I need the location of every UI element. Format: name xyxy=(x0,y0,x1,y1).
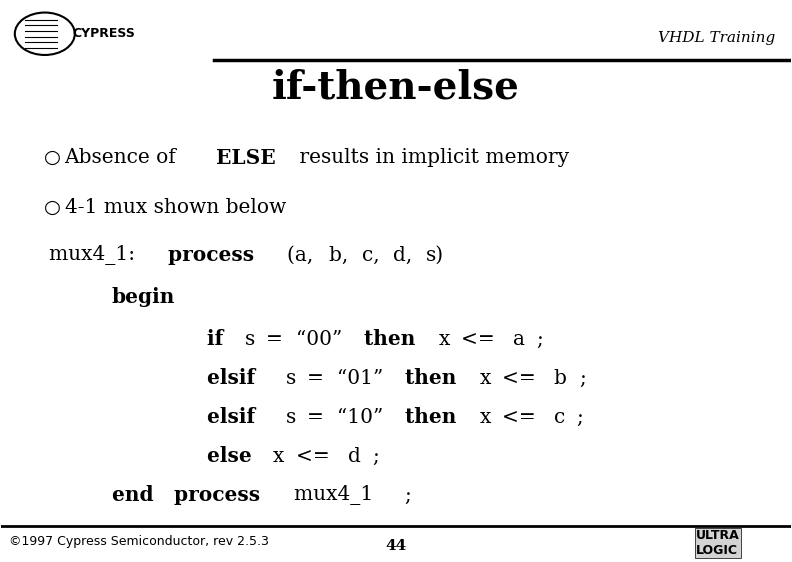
Text: elsif: elsif xyxy=(207,407,261,427)
Text: “00”: “00” xyxy=(296,329,348,348)
Text: <=: <= xyxy=(462,329,501,348)
Text: x: x xyxy=(480,369,497,388)
Text: ;: ; xyxy=(372,447,379,466)
Text: if: if xyxy=(207,329,230,349)
Text: x: x xyxy=(273,447,291,466)
Text: ○: ○ xyxy=(44,149,61,167)
Text: then: then xyxy=(364,329,422,349)
Text: b: b xyxy=(554,369,573,388)
Text: CYPRESS: CYPRESS xyxy=(73,28,135,40)
Text: =: = xyxy=(266,329,289,348)
Text: s): s) xyxy=(426,246,444,265)
Text: b,: b, xyxy=(329,246,355,265)
Text: 4-1 mux shown below: 4-1 mux shown below xyxy=(64,198,286,217)
Text: ELSE: ELSE xyxy=(216,148,276,167)
Text: end: end xyxy=(112,486,161,505)
Text: ULTRA
LOGIC: ULTRA LOGIC xyxy=(696,529,740,557)
Text: then: then xyxy=(405,407,463,427)
Text: d: d xyxy=(348,447,367,466)
Text: else: else xyxy=(207,446,258,466)
Text: ;: ; xyxy=(579,369,585,388)
Text: ;: ; xyxy=(537,329,543,348)
Text: 44: 44 xyxy=(386,538,406,552)
Text: “01”: “01” xyxy=(337,369,390,388)
Text: s: s xyxy=(286,408,303,427)
Text: ;: ; xyxy=(577,408,584,427)
Text: ;: ; xyxy=(404,486,411,505)
Text: VHDL Training: VHDL Training xyxy=(657,31,775,44)
Text: x: x xyxy=(480,408,497,427)
Text: then: then xyxy=(405,368,463,388)
Text: s: s xyxy=(245,329,261,348)
Text: s: s xyxy=(286,369,303,388)
Text: mux4_1: mux4_1 xyxy=(294,486,380,505)
Text: if-then-else: if-then-else xyxy=(272,69,520,107)
Text: <=: <= xyxy=(296,447,336,466)
Text: Absence of: Absence of xyxy=(64,148,183,167)
Text: c,: c, xyxy=(362,246,386,265)
Text: process: process xyxy=(168,246,261,265)
Text: begin: begin xyxy=(112,287,175,307)
Text: ○: ○ xyxy=(44,199,61,217)
Text: d,: d, xyxy=(393,246,419,265)
Text: <=: <= xyxy=(502,408,543,427)
Text: a: a xyxy=(513,329,531,348)
Text: “10”: “10” xyxy=(337,408,390,427)
Text: elsif: elsif xyxy=(207,368,261,388)
Text: mux4_1:: mux4_1: xyxy=(49,246,141,265)
Text: x: x xyxy=(439,329,456,348)
Text: process: process xyxy=(174,486,268,505)
Text: ©1997 Cypress Semiconductor, rev 2.5.3: ©1997 Cypress Semiconductor, rev 2.5.3 xyxy=(10,535,269,548)
Text: c: c xyxy=(554,408,572,427)
Text: (a,: (a, xyxy=(287,246,320,265)
Text: =: = xyxy=(307,408,330,427)
Text: results in implicit memory: results in implicit memory xyxy=(293,148,569,167)
Text: =: = xyxy=(307,369,330,388)
Text: <=: <= xyxy=(502,369,543,388)
